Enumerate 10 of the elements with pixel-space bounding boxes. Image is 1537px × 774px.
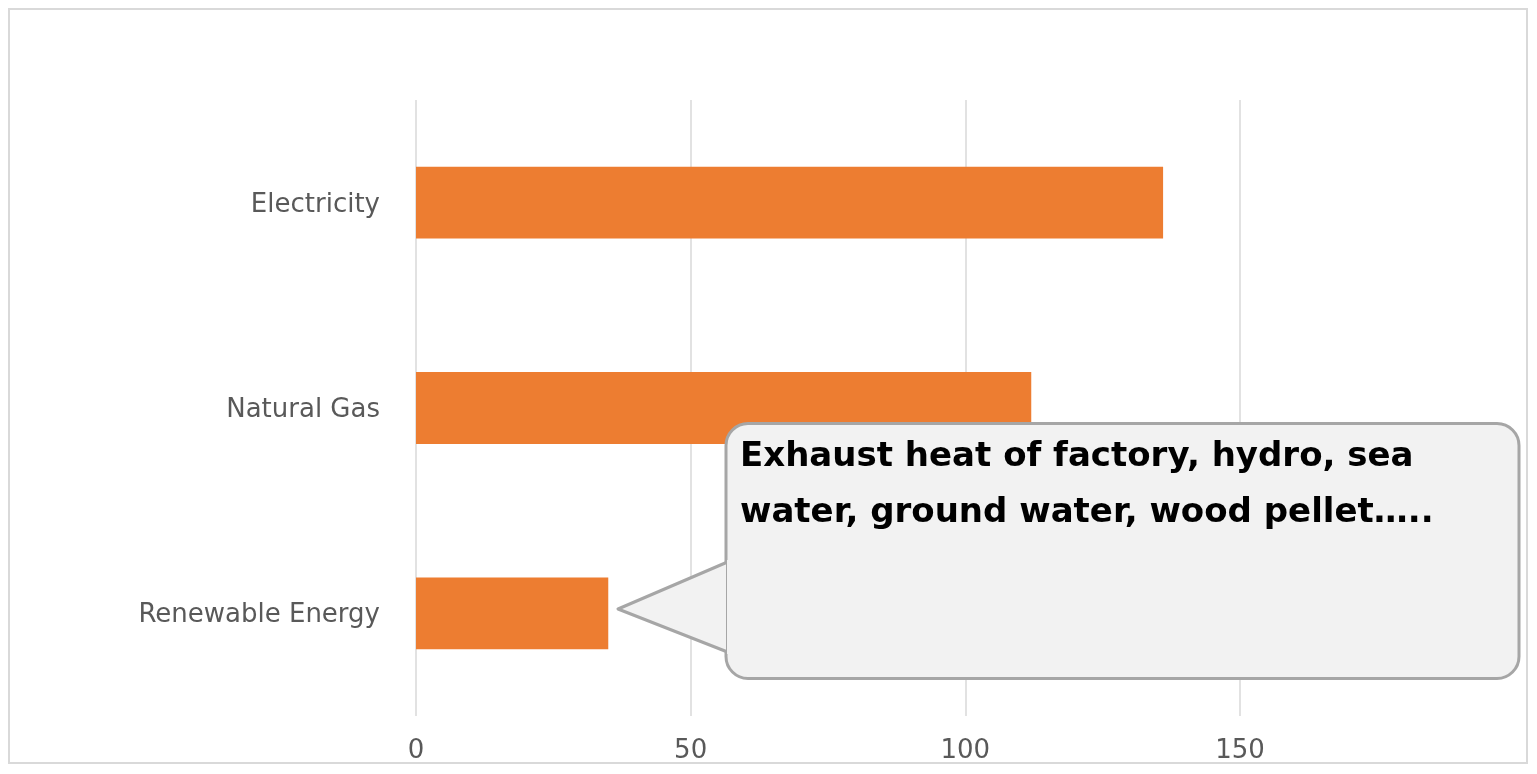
x-tick-label: 150	[1215, 734, 1265, 764]
x-tick-label: 100	[940, 734, 991, 764]
x-tick-label: 50	[674, 734, 708, 764]
y-tick-label: Natural Gas	[226, 393, 380, 423]
y-tick-label: Renewable Energy	[138, 598, 380, 629]
annotation: Exhaust heat of factory, hydro, sea water, ground water, wood pellet…..	[740, 433, 1435, 532]
bar	[416, 577, 609, 650]
x-tick-label: 0	[407, 734, 425, 764]
y-tick-label: Electricity	[250, 187, 380, 218]
bar	[416, 166, 1164, 239]
